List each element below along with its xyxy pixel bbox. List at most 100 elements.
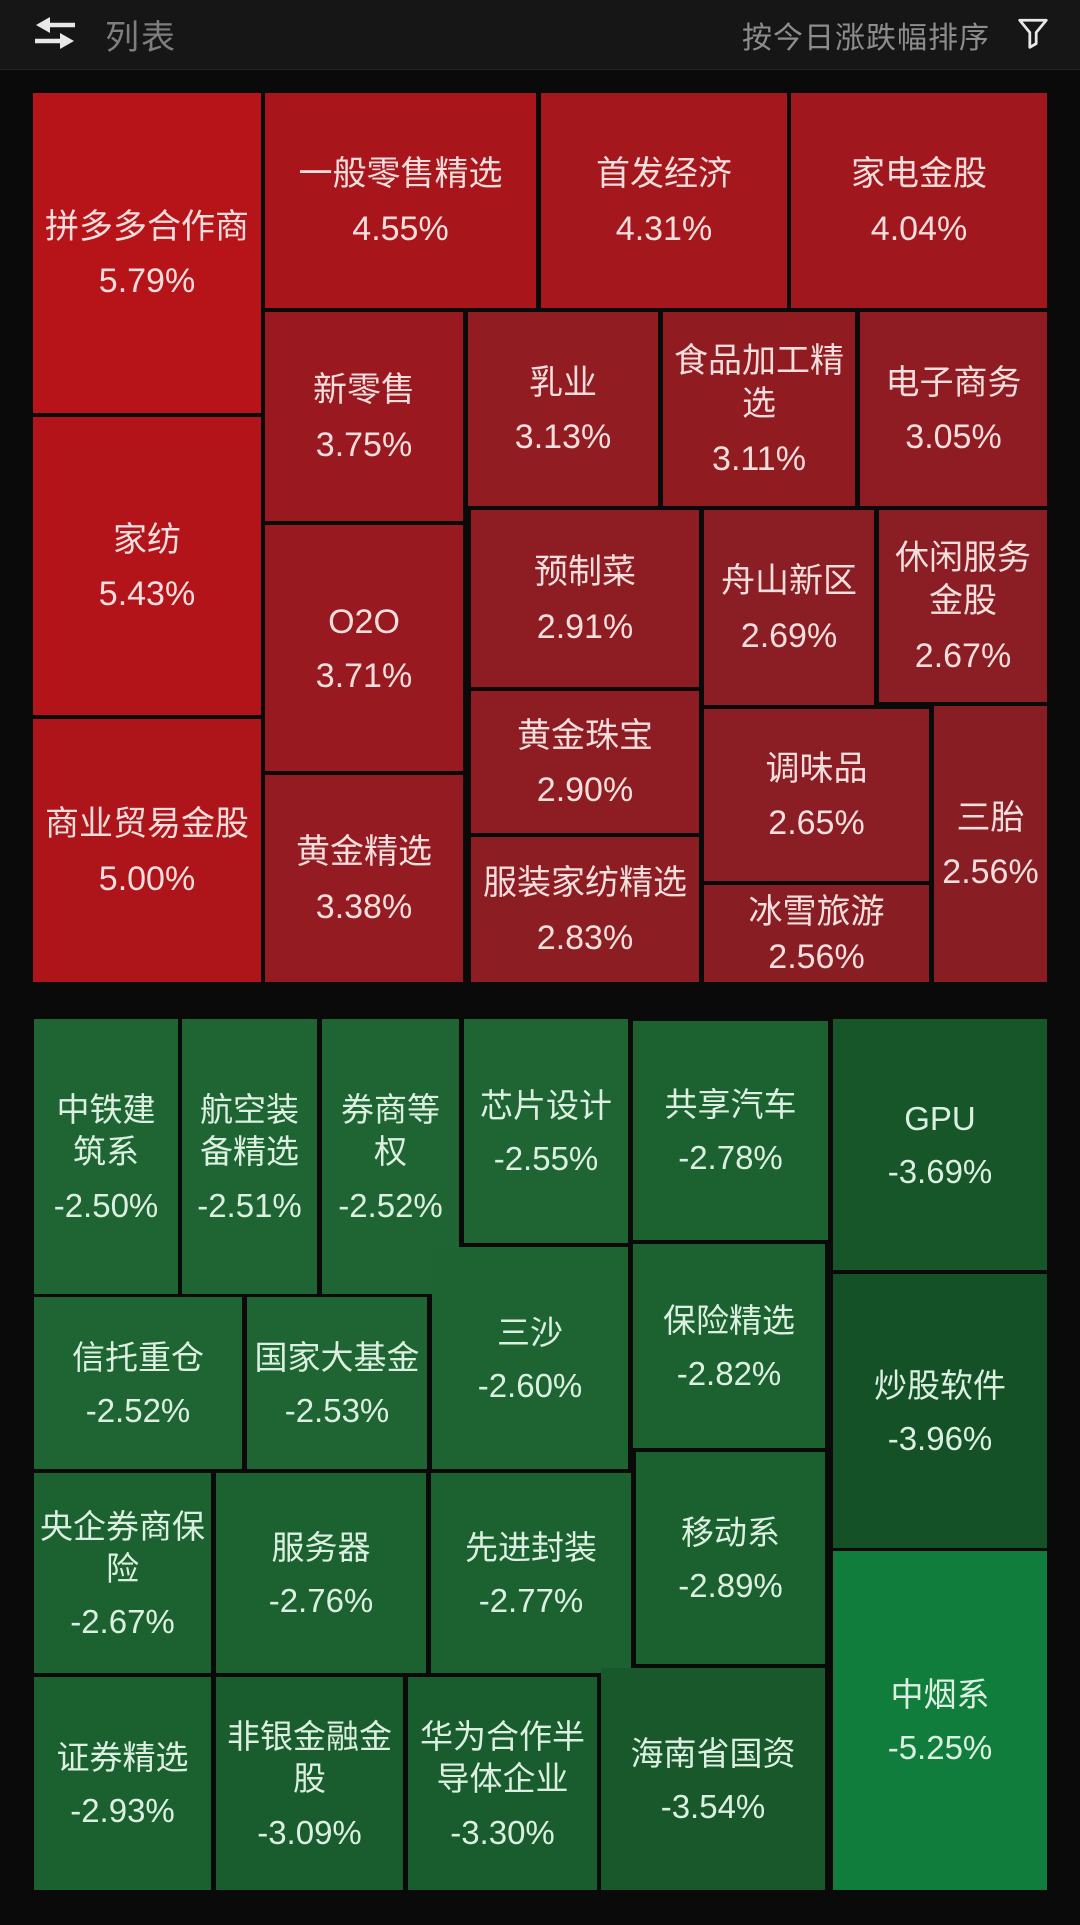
sector-name: 信托重仓 — [72, 1338, 204, 1376]
app-bar-right: 按今日涨跌幅排序 — [742, 13, 1080, 57]
sector-tile[interactable]: 食品加工精 选 3.11% — [663, 312, 855, 506]
sector-name: 服务器 — [271, 1528, 371, 1566]
sector-name: 海南省国资 — [630, 1734, 796, 1772]
sector-tile[interactable]: 信托重仓 -2.52% — [34, 1297, 242, 1469]
sector-name: 中铁建 筑系 — [56, 1091, 156, 1171]
view-toggle-button[interactable] — [33, 15, 77, 54]
sector-tile[interactable]: 休闲服务 金股 2.67% — [879, 510, 1047, 702]
swap-horizontal-icon — [33, 15, 77, 54]
sector-tile[interactable]: GPU -3.69% — [833, 1019, 1047, 1270]
sector-name: 首发经济 — [596, 155, 732, 194]
sector-name: 证券精选 — [56, 1739, 189, 1777]
sector-tile[interactable]: 预制菜 2.91% — [471, 510, 699, 687]
app-bar: 列表 按今日涨跌幅排序 — [0, 0, 1080, 70]
sector-name: 电子商务 — [885, 363, 1022, 402]
sector-name: 中烟系 — [890, 1676, 990, 1714]
sector-change: 5.00% — [98, 859, 196, 898]
sector-name: 家电金股 — [851, 155, 987, 194]
sector-change: 2.56% — [942, 853, 1039, 892]
sector-tile[interactable]: O2O 3.71% — [265, 525, 463, 771]
app-bar-left: 列表 — [0, 10, 177, 59]
sector-change: -2.52% — [338, 1186, 443, 1224]
sector-change: -3.54% — [660, 1787, 766, 1825]
sector-tile[interactable]: 中铁建 筑系 -2.50% — [34, 1019, 178, 1294]
sector-tile[interactable]: 保险精选 -2.82% — [633, 1244, 825, 1448]
sector-tile[interactable]: 黄金精选 3.38% — [265, 775, 463, 982]
sector-name: 乳业 — [529, 363, 597, 402]
sector-name: 国家大基金 — [254, 1338, 420, 1376]
sector-tile[interactable]: 海南省国资 -3.54% — [601, 1668, 825, 1890]
sector-tile[interactable]: 华为合作半 导体企业 -3.30% — [408, 1677, 597, 1890]
sector-name: 华为合作半 导体企业 — [420, 1718, 585, 1798]
sector-tile[interactable]: 一般零售精选 4.55% — [265, 93, 536, 308]
sector-tile[interactable]: 共享汽车 -2.78% — [633, 1021, 828, 1240]
sector-name: 炒股软件 — [874, 1366, 1006, 1404]
sort-order-label[interactable]: 按今日涨跌幅排序 — [742, 21, 990, 55]
sector-name: 预制菜 — [534, 553, 636, 592]
sector-tile[interactable]: 首发经济 4.31% — [541, 93, 787, 308]
sector-name: 央企券商保 险 — [40, 1507, 205, 1587]
sector-tile[interactable]: 拼多多合作商 5.79% — [33, 93, 261, 413]
sector-change: 2.56% — [768, 938, 865, 977]
sector-tile[interactable]: 服务器 -2.76% — [216, 1473, 426, 1673]
sector-change: 3.71% — [315, 657, 413, 696]
sector-tile[interactable]: 调味品 2.65% — [704, 709, 929, 881]
sector-tile[interactable]: 商业贸易金股 5.00% — [33, 719, 261, 982]
sector-tile[interactable]: 家纺 5.43% — [33, 417, 261, 715]
sector-change: -3.09% — [257, 1813, 362, 1851]
sector-tile[interactable]: 乳业 3.13% — [468, 312, 658, 506]
sector-tile[interactable]: 芯片设计 -2.55% — [464, 1019, 628, 1243]
sector-tile[interactable]: 新零售 3.75% — [265, 312, 463, 521]
sector-name: GPU — [904, 1100, 976, 1138]
sector-name: 航空装 备精选 — [200, 1091, 299, 1171]
sector-tile[interactable]: 三胎 2.56% — [934, 706, 1047, 982]
sector-change: -5.25% — [887, 1729, 993, 1767]
sector-change: -2.67% — [70, 1603, 175, 1641]
sector-name: 一般零售精选 — [298, 155, 503, 194]
sector-name: 拼多多合作商 — [45, 207, 249, 246]
sector-name: 保险精选 — [663, 1301, 795, 1339]
sector-tile[interactable]: 舟山新区 2.69% — [704, 510, 874, 705]
sector-change: 3.38% — [315, 887, 413, 926]
sector-tile[interactable]: 央企券商保 险 -2.67% — [34, 1473, 211, 1673]
sector-change: -2.53% — [284, 1391, 390, 1429]
sector-tile[interactable]: 券商等 权 -2.52% — [322, 1019, 459, 1294]
sector-tile[interactable]: 先进封装 -2.77% — [431, 1473, 631, 1673]
sector-change: -2.60% — [477, 1366, 583, 1404]
sector-change: -2.77% — [478, 1581, 584, 1619]
sector-tile[interactable]: 三沙 -2.60% — [432, 1247, 628, 1469]
sector-tile[interactable]: 证券精选 -2.93% — [34, 1677, 211, 1890]
sector-name: 移动系 — [681, 1513, 780, 1551]
sector-tile[interactable]: 炒股软件 -3.96% — [833, 1274, 1047, 1548]
sector-name: 新零售 — [313, 371, 415, 410]
sector-name: 休闲服务 金股 — [895, 538, 1031, 621]
sector-name: 家纺 — [113, 520, 181, 559]
sector-tile[interactable]: 航空装 备精选 -2.51% — [182, 1019, 317, 1294]
sector-tile[interactable]: 家电金股 4.04% — [791, 93, 1047, 308]
sector-change: -2.78% — [678, 1139, 783, 1177]
sector-change: 5.79% — [98, 262, 196, 301]
sector-change: 2.91% — [536, 607, 634, 646]
sector-name: 商业贸易金股 — [45, 805, 249, 844]
sector-change: -2.50% — [53, 1186, 159, 1224]
filter-button[interactable] — [1016, 16, 1050, 53]
sector-tile[interactable]: 中烟系 -5.25% — [833, 1551, 1047, 1890]
sector-tile[interactable]: 移动系 -2.89% — [636, 1452, 825, 1664]
sector-tile[interactable]: 冰雪旅游 2.56% — [704, 885, 929, 982]
sector-name: 非银金融金 股 — [227, 1718, 392, 1798]
sector-tile[interactable]: 服装家纺精选 2.83% — [471, 837, 699, 982]
sector-change: -2.76% — [268, 1581, 374, 1619]
sector-tile[interactable]: 电子商务 3.05% — [860, 312, 1047, 506]
sector-change: 3.13% — [514, 418, 612, 457]
sector-name: 黄金珠宝 — [517, 716, 653, 755]
sector-tile[interactable]: 黄金珠宝 2.90% — [471, 691, 699, 833]
sector-tile[interactable]: 非银金融金 股 -3.09% — [216, 1677, 403, 1890]
sector-tile[interactable]: 国家大基金 -2.53% — [247, 1297, 427, 1469]
sector-change: 4.31% — [615, 209, 713, 248]
sector-name: 券商等 权 — [341, 1091, 440, 1171]
sector-change: 2.83% — [536, 918, 634, 957]
sector-change: -3.69% — [887, 1153, 993, 1191]
sector-name: 黄金精选 — [296, 833, 432, 872]
sector-change: 2.90% — [536, 771, 634, 810]
